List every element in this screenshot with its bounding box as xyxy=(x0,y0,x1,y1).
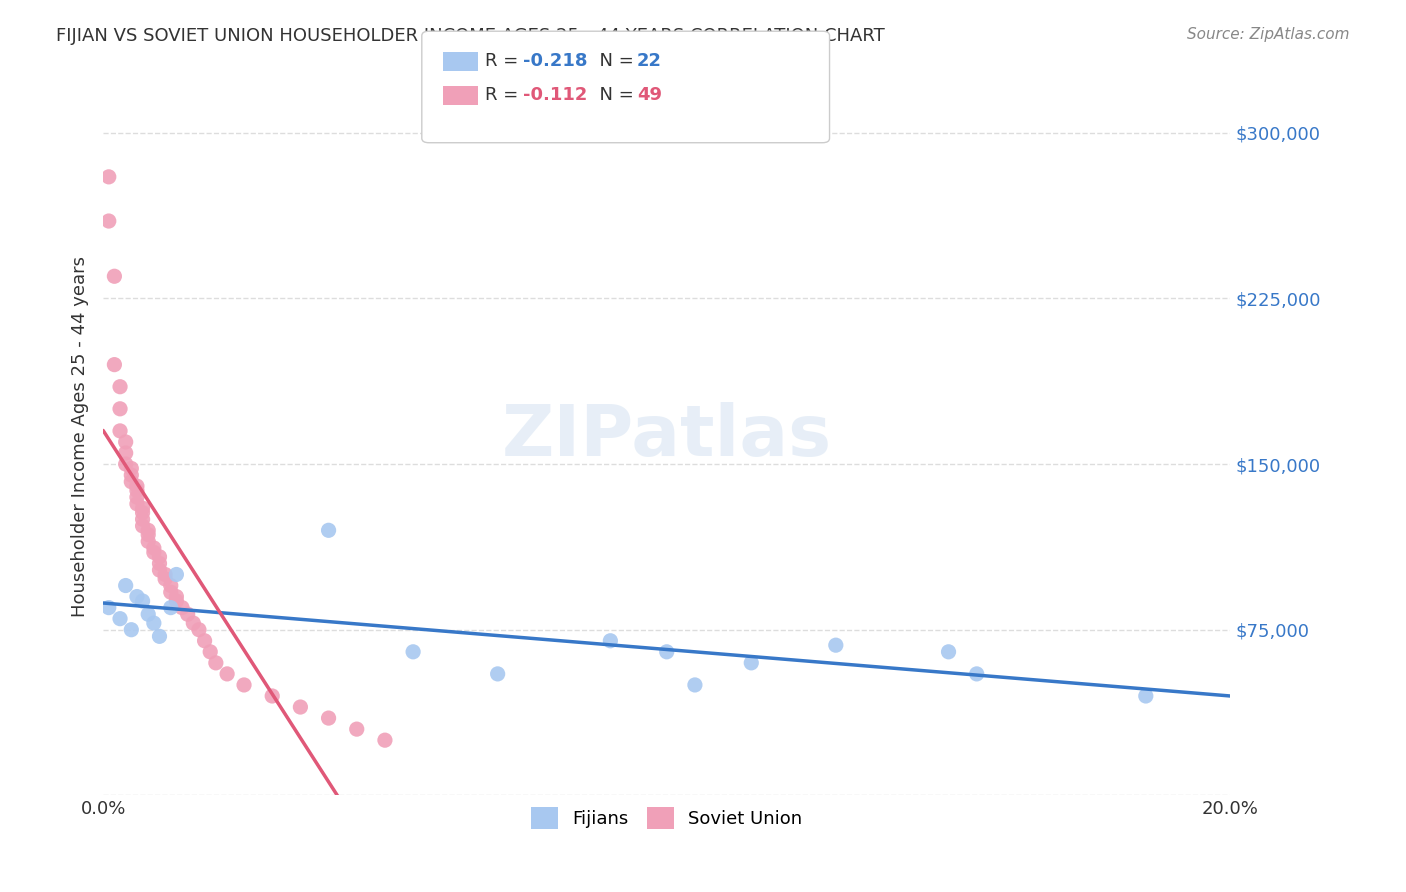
Point xyxy=(159,600,181,615)
Point xyxy=(165,567,187,582)
Point xyxy=(120,468,142,483)
Point xyxy=(114,457,136,471)
Point xyxy=(318,711,340,725)
Point xyxy=(233,678,256,692)
Point xyxy=(131,594,153,608)
Point xyxy=(142,541,165,555)
Text: 49: 49 xyxy=(637,87,662,104)
Point xyxy=(108,612,131,626)
Point xyxy=(966,666,988,681)
Point xyxy=(108,380,131,394)
Point xyxy=(205,656,228,670)
Text: 22: 22 xyxy=(637,52,662,70)
Point xyxy=(217,666,239,681)
Point xyxy=(136,607,159,622)
Text: -0.112: -0.112 xyxy=(523,87,588,104)
Point xyxy=(97,214,120,228)
Text: N =: N = xyxy=(588,52,640,70)
Point xyxy=(655,645,678,659)
Point xyxy=(200,645,222,659)
Point xyxy=(120,623,142,637)
Point xyxy=(108,424,131,438)
Point xyxy=(148,563,170,577)
Point xyxy=(114,434,136,449)
Text: R =: R = xyxy=(485,87,524,104)
Point xyxy=(120,475,142,489)
Point xyxy=(131,501,153,516)
Text: N =: N = xyxy=(588,87,640,104)
Text: -0.218: -0.218 xyxy=(523,52,588,70)
Text: R =: R = xyxy=(485,52,524,70)
Point xyxy=(120,461,142,475)
Point xyxy=(402,645,425,659)
Point xyxy=(108,401,131,416)
Point xyxy=(165,590,187,604)
Point xyxy=(159,585,181,599)
Point xyxy=(153,567,176,582)
Point xyxy=(148,629,170,643)
Point xyxy=(103,269,125,284)
Point xyxy=(125,479,148,493)
Text: Source: ZipAtlas.com: Source: ZipAtlas.com xyxy=(1187,27,1350,42)
Point xyxy=(824,638,846,652)
Point xyxy=(125,590,148,604)
Point xyxy=(125,490,148,504)
Point xyxy=(938,645,960,659)
Point xyxy=(153,572,176,586)
Y-axis label: Householder Income Ages 25 - 44 years: Householder Income Ages 25 - 44 years xyxy=(72,256,89,617)
Point xyxy=(318,524,340,538)
Point xyxy=(136,524,159,538)
Point xyxy=(125,497,148,511)
Text: FIJIAN VS SOVIET UNION HOUSEHOLDER INCOME AGES 25 - 44 YEARS CORRELATION CHART: FIJIAN VS SOVIET UNION HOUSEHOLDER INCOM… xyxy=(56,27,884,45)
Legend: Fijians, Soviet Union: Fijians, Soviet Union xyxy=(516,793,817,844)
Point xyxy=(148,557,170,571)
Point xyxy=(181,616,204,631)
Text: ZIPatlas: ZIPatlas xyxy=(502,402,832,471)
Point xyxy=(142,616,165,631)
Point xyxy=(170,600,193,615)
Point xyxy=(176,607,198,622)
Point xyxy=(131,506,153,520)
Point xyxy=(194,633,217,648)
Point xyxy=(740,656,762,670)
Point xyxy=(374,733,396,747)
Point xyxy=(142,545,165,559)
Point xyxy=(125,483,148,498)
Point xyxy=(114,446,136,460)
Point xyxy=(1135,689,1157,703)
Point xyxy=(486,666,509,681)
Point xyxy=(97,600,120,615)
Point xyxy=(148,549,170,564)
Point xyxy=(131,519,153,533)
Point xyxy=(346,722,368,736)
Point xyxy=(262,689,284,703)
Point xyxy=(136,527,159,541)
Point xyxy=(290,700,312,714)
Point xyxy=(683,678,706,692)
Point xyxy=(136,534,159,549)
Point xyxy=(114,578,136,592)
Point xyxy=(165,594,187,608)
Point xyxy=(131,512,153,526)
Point xyxy=(159,578,181,592)
Point xyxy=(187,623,209,637)
Point xyxy=(103,358,125,372)
Point xyxy=(599,633,621,648)
Point xyxy=(97,169,120,184)
